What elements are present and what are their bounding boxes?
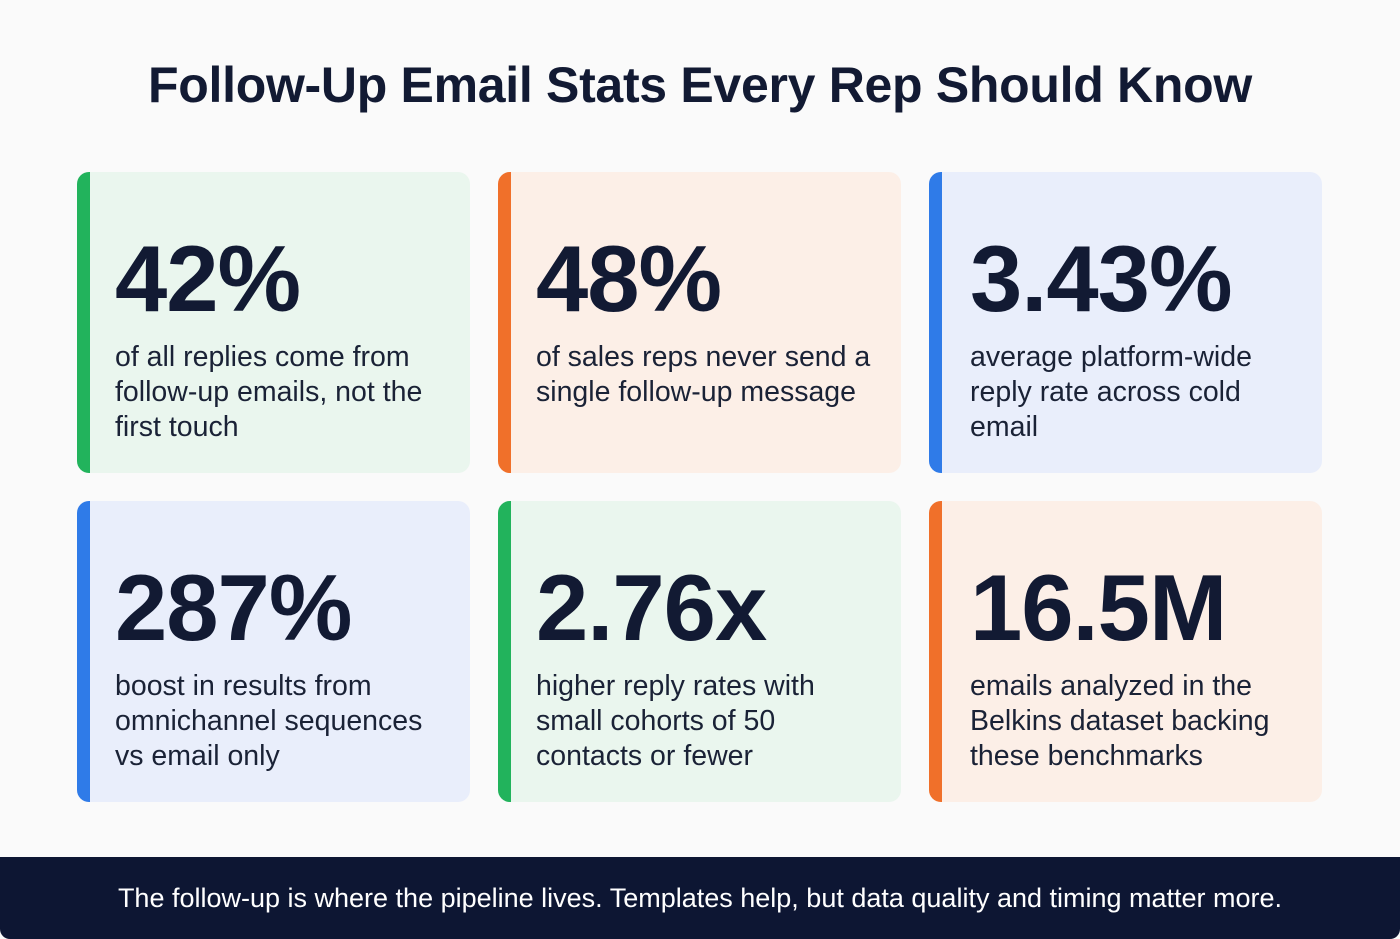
stat-description: boost in results from omnichannel sequen…	[115, 670, 423, 772]
accent-bar	[498, 172, 511, 473]
stat-value: 2.76x	[536, 555, 767, 660]
accent-bar	[929, 172, 942, 473]
page-title: Follow-Up Email Stats Every Rep Should K…	[148, 57, 1252, 113]
stat-card-reply-rate: 3.43% average platform-wide reply rate a…	[929, 172, 1322, 473]
stat-value: 287%	[115, 555, 352, 660]
stat-description: average platform-wide reply rate across …	[970, 341, 1252, 443]
stat-card-omnichannel-boost: 287% boost in results from omnichannel s…	[77, 501, 470, 802]
stat-card-follow-up-replies: 42% of all replies come from follow-up e…	[77, 172, 470, 473]
stat-value: 42%	[115, 226, 301, 331]
accent-bar	[77, 501, 90, 802]
stat-description: of sales reps never send a single follow…	[536, 341, 871, 408]
stat-value: 48%	[536, 226, 722, 331]
accent-bar	[498, 501, 511, 802]
stat-description: emails analyzed in the Belkins dataset b…	[970, 670, 1270, 772]
footer-banner: The follow-up is where the pipeline live…	[0, 857, 1400, 939]
accent-bar	[77, 172, 90, 473]
stat-card-small-cohorts: 2.76x higher reply rates with small coho…	[498, 501, 901, 802]
stat-card-no-follow-up: 48% of sales reps never send a single fo…	[498, 172, 901, 473]
stat-description: of all replies come from follow-up email…	[115, 341, 423, 443]
stat-description: higher reply rates with small cohorts of…	[536, 670, 815, 772]
stat-value: 16.5M	[970, 555, 1227, 660]
stat-value: 3.43%	[970, 226, 1233, 331]
stat-card-dataset-size: 16.5M emails analyzed in the Belkins dat…	[929, 501, 1322, 802]
footer-text: The follow-up is where the pipeline live…	[117, 882, 1283, 913]
accent-bar	[929, 501, 942, 802]
